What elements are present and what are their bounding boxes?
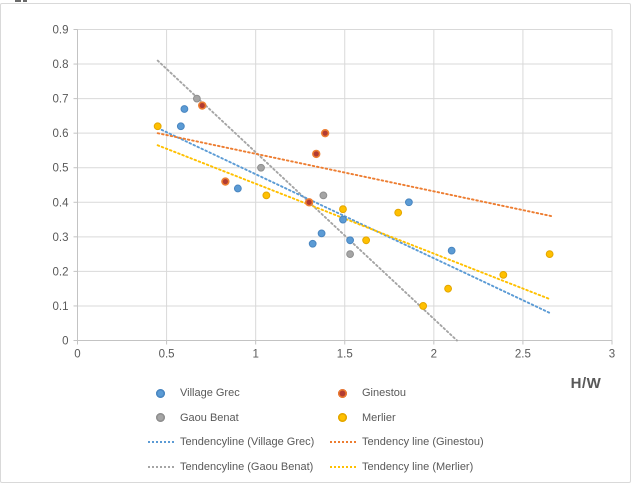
legend-item-merlier[interactable]: Merlier: [329, 406, 484, 431]
data-point-village-grec[interactable]: [176, 122, 185, 131]
clipped-axis-title-fragment: [23, 0, 27, 2]
x-tick-label: 0.5: [159, 349, 175, 361]
trendline-tendency-line-ginestou: [156, 132, 553, 218]
legend-item-tendencyline-village-grec[interactable]: Tendencyline (Village Grec): [147, 430, 329, 455]
data-point-merlier[interactable]: [444, 284, 452, 293]
x-tick-label: 2.5: [515, 349, 531, 361]
chart-area[interactable]: 0 0.1 0.2 0.3 0.4 0.5 0.6 0.7 0.8 0.9 0 0.5 1 1.5 2 2.5…: [0, 3, 631, 483]
data-point-merlier[interactable]: [339, 205, 347, 214]
y-tick-label: 0.2: [53, 266, 69, 278]
data-point-village-grec[interactable]: [317, 229, 326, 238]
trendline-tendencyline-village-grec: [156, 127, 551, 314]
data-point-gaou-benat[interactable]: [257, 163, 265, 172]
data-point-gaou-benat[interactable]: [319, 191, 328, 200]
y-tick-label: 0.6: [53, 128, 69, 140]
legend-dot-icon: [329, 413, 356, 423]
legend-item-ginestou[interactable]: Ginestou: [329, 381, 484, 406]
y-tick-label: 0.4: [53, 197, 70, 209]
data-point-ginestou[interactable]: [221, 177, 230, 186]
legend-item-tendency-line-merlier[interactable]: Tendency line (Merlier): [329, 455, 484, 480]
legend-dot-icon: [147, 388, 174, 398]
legend-marker-shape: [338, 388, 347, 398]
clipped-axis-title-fragment: [15, 0, 21, 2]
legend-item-tendency-line-ginestou[interactable]: Tendency line (Ginestou): [329, 430, 484, 455]
data-point-merlier[interactable]: [419, 302, 428, 310]
y-tick-label: 0.9: [53, 25, 69, 37]
data-point-merlier[interactable]: [499, 270, 508, 279]
data-point-gaou-benat[interactable]: [192, 94, 201, 103]
data-point-ginestou[interactable]: [320, 128, 330, 138]
legend-label: Tendencyline (Gaou Benat): [180, 460, 314, 473]
x-axis-title: H/W: [570, 375, 602, 392]
x-tick-label: 0: [74, 349, 80, 361]
legend-label: Merlier: [362, 411, 396, 424]
data-point-village-grec[interactable]: [233, 184, 242, 193]
legend-item-tendencyline-gaou-benat[interactable]: Tendencyline (Gaou Benat): [147, 455, 329, 480]
legend-dot-icon: [329, 388, 356, 398]
legend-label: Tendency line (Ginestou): [362, 436, 484, 449]
legend-marker-shape: [147, 465, 174, 468]
y-tick-label: 0.8: [53, 59, 69, 71]
data-point-merlier[interactable]: [153, 122, 162, 131]
y-tick-label: 0.7: [53, 94, 69, 106]
data-point-village-grec[interactable]: [180, 105, 189, 113]
legend-marker-shape: [156, 388, 165, 398]
legend-dotted-line-icon: [329, 465, 356, 468]
data-point-village-grec[interactable]: [308, 239, 317, 248]
data-point-merlier[interactable]: [394, 208, 403, 217]
legend-marker-shape: [147, 441, 174, 444]
y-tick-label: 0.3: [53, 232, 69, 244]
legend-dotted-line-icon: [329, 441, 356, 444]
data-point-village-grec[interactable]: [346, 236, 354, 245]
data-point-ginestou[interactable]: [304, 198, 314, 207]
legend-dotted-line-icon: [147, 441, 174, 444]
x-tick-label: 1: [252, 349, 258, 361]
y-tick-label: 0.5: [53, 163, 69, 175]
legend-item-village-grec[interactable]: Village Grec: [147, 381, 329, 406]
x-tick-label: 3: [609, 349, 615, 361]
data-point-merlier[interactable]: [362, 236, 371, 245]
legend-marker-shape: [338, 413, 347, 423]
data-point-merlier[interactable]: [545, 250, 554, 259]
legend-marker-shape: [329, 441, 356, 444]
legend-label: Gaou Benat: [180, 411, 239, 424]
data-point-ginestou[interactable]: [198, 101, 207, 110]
legend-label: Ginestou: [362, 387, 407, 400]
legend-dotted-line-icon: [147, 465, 174, 468]
data-point-ginestou[interactable]: [312, 149, 321, 159]
scatter-plot: 0 0.1 0.2 0.3 0.4 0.5 0.6 0.7 0.8 0.9 0 0.5 1 1.5 2 2.5…: [53, 25, 616, 361]
legend-item-gaou-benat[interactable]: Gaou Benat: [147, 406, 329, 431]
legend-marker-shape: [156, 413, 165, 423]
data-point-village-grec[interactable]: [447, 246, 456, 255]
data-point-village-grec[interactable]: [404, 198, 413, 207]
x-tick-label: 2: [431, 349, 437, 361]
data-point-merlier[interactable]: [262, 191, 271, 200]
y-tick-label: 0: [62, 336, 68, 348]
legend-label: Tendency line (Merlier): [362, 460, 474, 473]
y-tick-label: 0.1: [53, 301, 69, 313]
trendline-tendency-line-merlier: [156, 144, 551, 300]
data-point-village-grec[interactable]: [339, 215, 347, 224]
legend-dot-icon: [147, 413, 174, 423]
legend-label: Village Grec: [180, 387, 240, 400]
data-point-gaou-benat[interactable]: [346, 250, 354, 259]
legend-marker-shape: [329, 465, 356, 468]
chart-legend: Village Grec Ginestou Gaou Benat Merlier Ten…: [147, 381, 484, 479]
x-tick-label: 1.5: [337, 349, 353, 361]
legend-label: Tendencyline (Village Grec): [180, 436, 315, 449]
